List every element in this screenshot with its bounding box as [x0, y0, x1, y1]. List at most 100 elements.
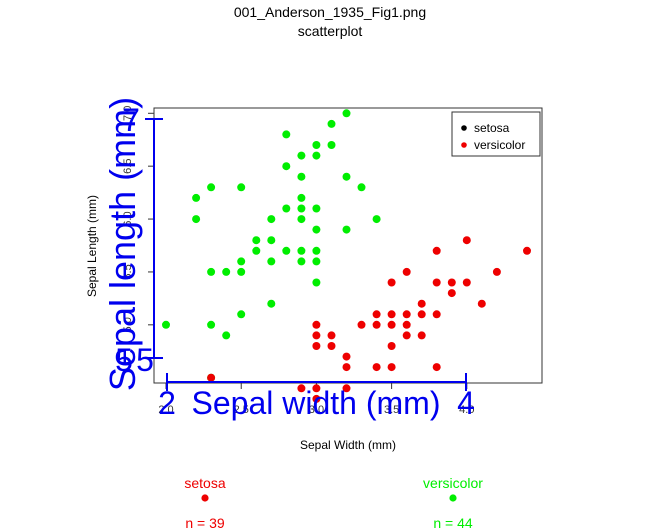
- data-point-versicolor: [312, 204, 321, 213]
- x-annotation-start: 2: [158, 385, 176, 421]
- data-point-setosa: [312, 394, 321, 403]
- data-point-versicolor: [327, 119, 336, 128]
- data-point-versicolor: [297, 151, 306, 160]
- group-name-setosa: setosa: [184, 475, 225, 491]
- y-annotation-low: 5: [115, 342, 133, 378]
- y-annotation: Sepal length (mm) 7 5 5: [102, 97, 163, 391]
- data-point-setosa: [447, 278, 456, 287]
- legend-label-setosa: setosa: [474, 121, 510, 135]
- data-point-setosa: [372, 310, 381, 319]
- data-point-versicolor: [237, 310, 246, 319]
- data-point-setosa: [312, 331, 321, 340]
- data-point-versicolor: [222, 331, 231, 340]
- data-point-versicolor: [252, 246, 261, 255]
- y-axis-label: Sepal Length (mm): [85, 195, 99, 297]
- data-point-setosa: [432, 363, 441, 372]
- data-point-setosa: [462, 278, 471, 287]
- data-point-versicolor: [267, 236, 276, 245]
- data-point-setosa: [312, 384, 321, 393]
- data-point-setosa: [462, 236, 471, 245]
- data-point-versicolor: [282, 130, 291, 139]
- data-point-versicolor: [312, 278, 321, 287]
- y-tick-label: 5.0: [122, 317, 134, 332]
- chart-subtitle: scatterplot: [298, 23, 363, 39]
- chart-title: 001_Anderson_1935_Fig1.png: [234, 4, 426, 20]
- y-annotation-label: Sepal length (mm): [102, 97, 143, 391]
- data-point-versicolor: [297, 193, 306, 202]
- data-point-setosa: [432, 246, 441, 255]
- group-name-versicolor: versicolor: [423, 475, 483, 491]
- data-point-setosa: [402, 331, 411, 340]
- data-point-versicolor: [237, 183, 246, 192]
- group-marker-versicolor: [449, 494, 457, 502]
- data-point-setosa: [327, 331, 336, 340]
- data-point-setosa: [387, 278, 396, 287]
- data-points: [162, 109, 531, 403]
- data-point-versicolor: [312, 151, 321, 160]
- data-point-versicolor: [237, 267, 246, 276]
- data-point-setosa: [402, 267, 411, 276]
- data-point-versicolor: [372, 215, 381, 224]
- x-tick-label: 3.5: [384, 404, 399, 416]
- data-point-versicolor: [312, 257, 321, 266]
- data-point-versicolor: [342, 109, 351, 118]
- data-point-versicolor: [267, 215, 276, 224]
- group-count-versicolor: n = 44: [433, 515, 473, 531]
- data-point-versicolor: [297, 172, 306, 181]
- y-tick-label: 6.0: [122, 211, 134, 226]
- data-point-versicolor: [342, 172, 351, 181]
- data-point-setosa: [297, 384, 306, 393]
- data-point-setosa: [477, 299, 486, 308]
- data-point-setosa: [342, 363, 351, 372]
- data-point-setosa: [387, 363, 396, 372]
- x-annotation-end: 4: [457, 385, 475, 421]
- y-axis-ticks: 5.0 5.5 6.0 6.5 7.0: [122, 106, 154, 332]
- group-marker-setosa: [201, 494, 209, 502]
- data-point-setosa: [432, 310, 441, 319]
- data-point-setosa: [447, 289, 456, 298]
- data-point-setosa: [402, 320, 411, 329]
- data-point-versicolor: [207, 267, 216, 276]
- y-annotation-high: 7: [122, 102, 140, 138]
- data-point-versicolor: [207, 183, 216, 192]
- x-axis-label: Sepal Width (mm): [300, 438, 396, 452]
- data-point-setosa: [492, 267, 501, 276]
- data-point-setosa: [417, 331, 426, 340]
- legend-marker-setosa: [461, 125, 467, 131]
- data-point-setosa: [342, 384, 351, 393]
- group-label-versicolor: versicolor n = 44: [423, 475, 483, 531]
- x-annotation-label: Sepal width (mm): [192, 385, 441, 421]
- data-point-versicolor: [357, 183, 366, 192]
- data-point-setosa: [417, 299, 426, 308]
- data-point-versicolor: [222, 267, 231, 276]
- data-point-versicolor: [282, 246, 291, 255]
- data-point-versicolor: [207, 320, 216, 329]
- data-point-versicolor: [327, 141, 336, 149]
- y-tick-label: 5.5: [122, 264, 134, 279]
- data-point-versicolor: [297, 257, 306, 266]
- data-point-setosa: [372, 363, 381, 372]
- group-label-setosa: setosa n = 39: [184, 475, 225, 531]
- data-point-versicolor: [282, 204, 291, 213]
- data-point-setosa: [342, 352, 351, 361]
- data-point-versicolor: [252, 236, 261, 245]
- x-tick-label: 2.0: [158, 404, 173, 416]
- data-point-versicolor: [267, 257, 276, 266]
- data-point-setosa: [312, 342, 321, 350]
- data-point-setosa: [432, 278, 441, 287]
- data-point-setosa: [387, 342, 396, 350]
- data-point-versicolor: [297, 246, 306, 255]
- data-point-setosa: [402, 310, 411, 319]
- data-point-versicolor: [297, 215, 306, 224]
- legend-marker-versicolor: [461, 142, 467, 148]
- data-point-versicolor: [297, 204, 306, 213]
- data-point-versicolor: [192, 215, 201, 224]
- data-point-versicolor: [342, 225, 351, 234]
- data-point-versicolor: [312, 225, 321, 234]
- data-point-versicolor: [192, 193, 201, 202]
- group-count-setosa: n = 39: [185, 515, 225, 531]
- data-point-setosa: [207, 373, 216, 382]
- data-point-setosa: [387, 320, 396, 329]
- y-annotation-low-2: 5: [136, 342, 154, 378]
